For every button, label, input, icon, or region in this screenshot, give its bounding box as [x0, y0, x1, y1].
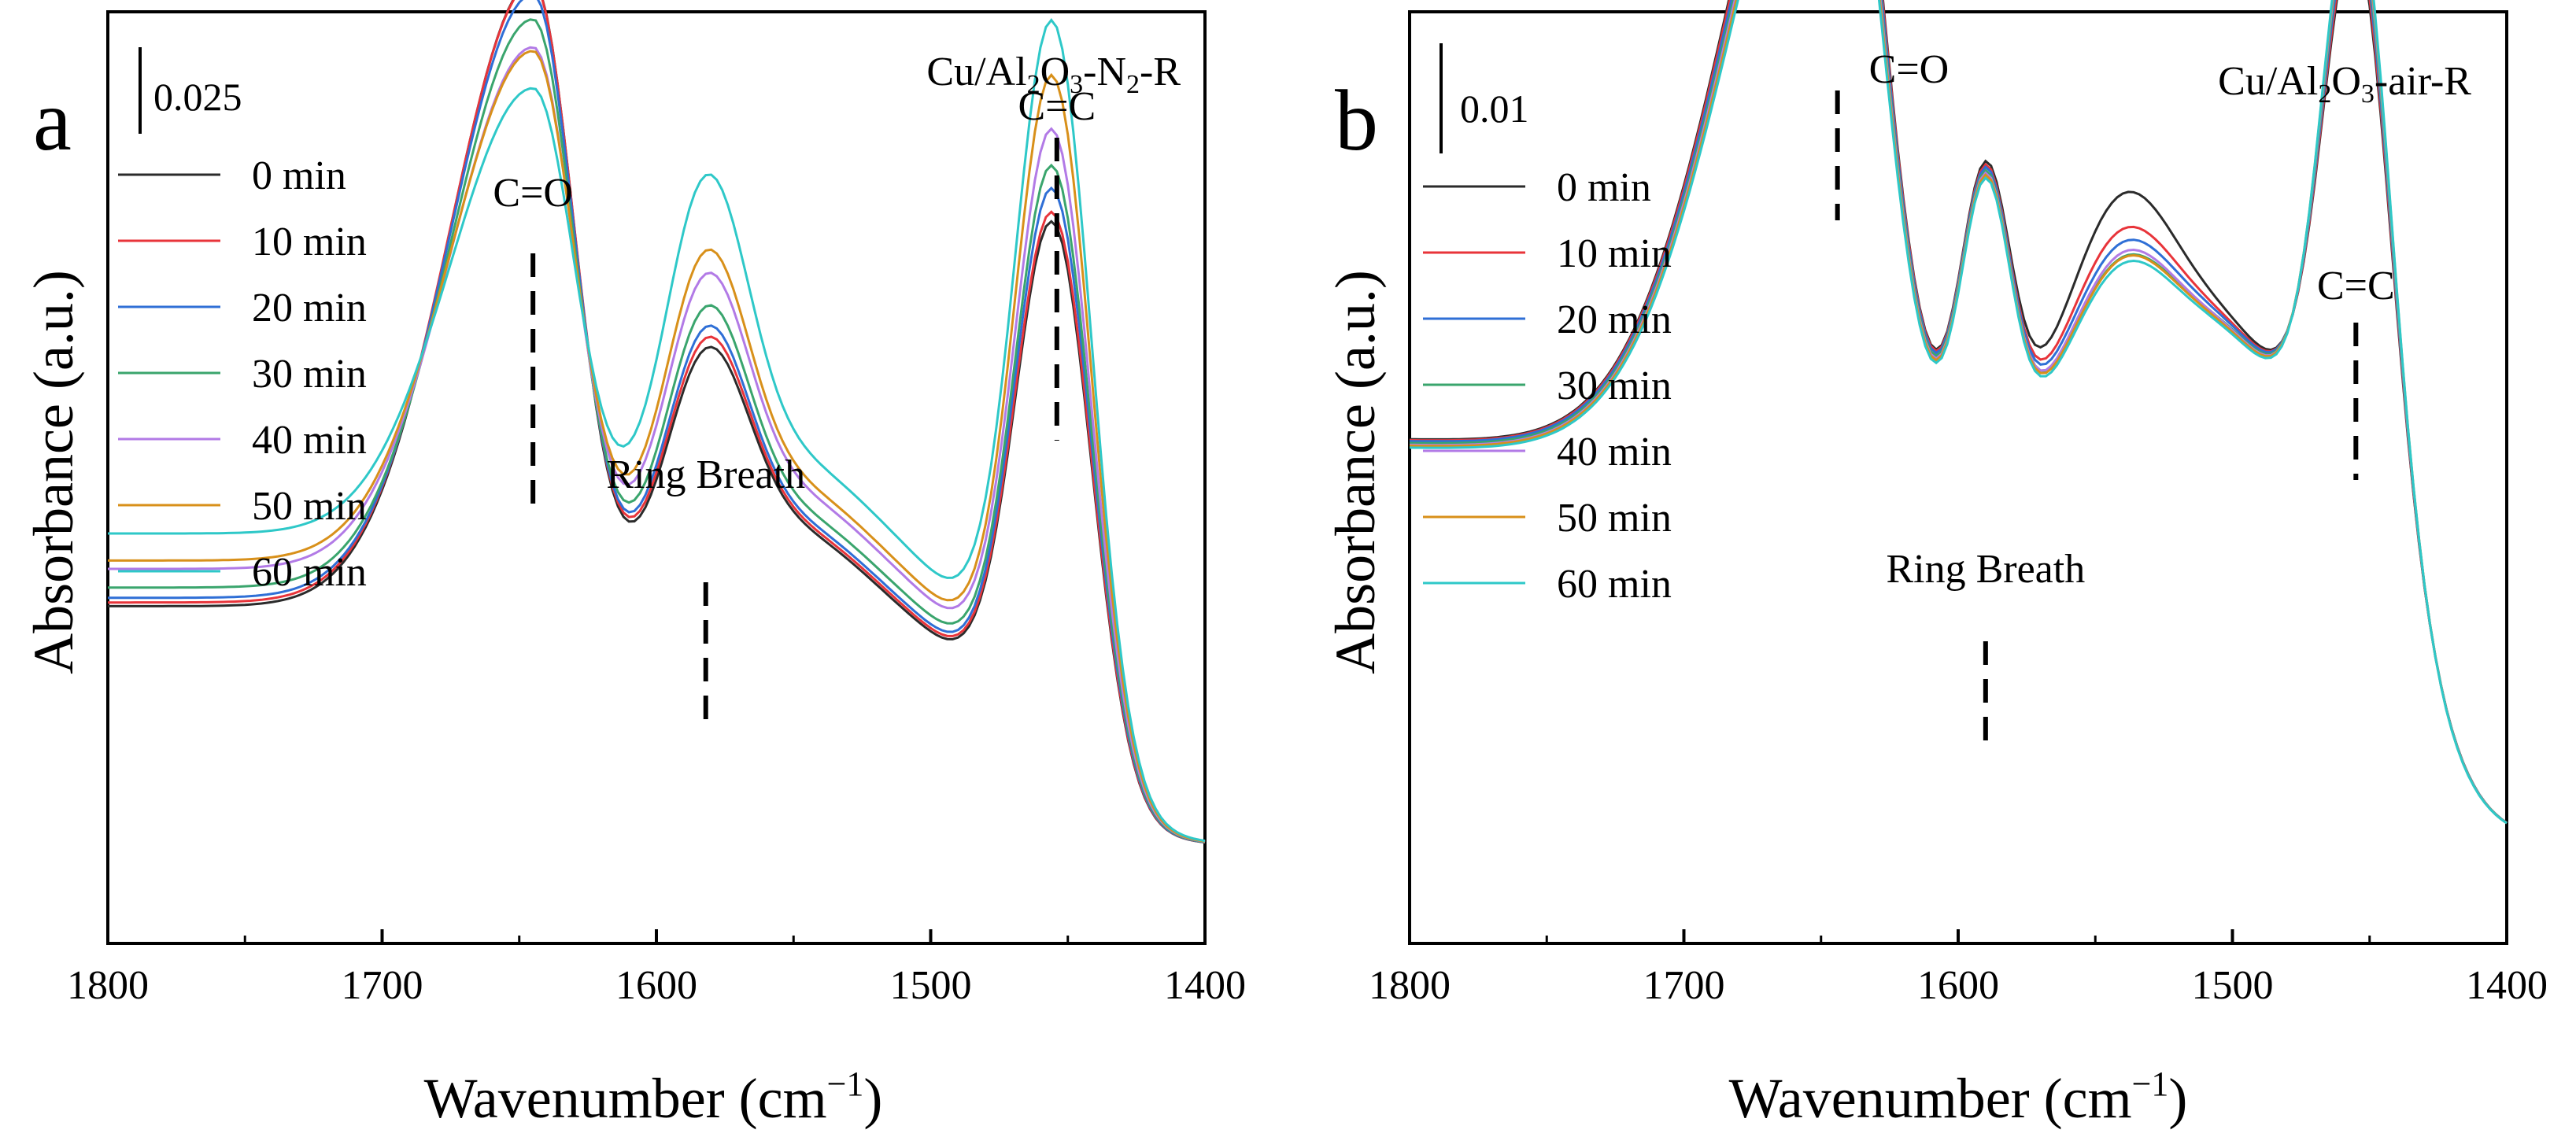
series-group-a [108, 0, 1206, 844]
legend-label-50-min: 50 min [1557, 496, 1672, 541]
series-line-40-min [108, 46, 1206, 843]
x-tick-label: 1600 [1917, 963, 1999, 1008]
panel-label-b: b [1335, 72, 1378, 168]
panel-label-a: a [33, 72, 72, 168]
legend-label-60-min: 60 min [252, 550, 367, 595]
x-tick-label: 1400 [1164, 963, 1246, 1008]
legend-label-30-min: 30 min [1557, 364, 1672, 408]
annotation-c-o: C=O [493, 171, 573, 216]
legend-label-10-min: 10 min [252, 220, 367, 264]
annotation-ring-breath: Ring Breath [1886, 547, 2085, 592]
series-line-10-min [108, 0, 1206, 843]
legend-label-30-min: 30 min [252, 352, 367, 397]
x-tick-label: 1700 [1643, 963, 1725, 1008]
legend-label-20-min: 20 min [252, 286, 367, 330]
series-group-b [1409, 0, 2508, 825]
panel-a: 1800 1700 1600 1500 1400 0 min 10 min 20 min 30… [22, 0, 1246, 1130]
series-line-50-min [108, 50, 1206, 843]
legend-label-50-min: 50 min [252, 484, 367, 529]
series-line-20-min [108, 0, 1206, 843]
series-line-60-min [108, 18, 1206, 843]
ticks-a: 1800 1700 1600 1500 1400 [67, 929, 1246, 1008]
legend-label-60-min: 60 min [1557, 562, 1672, 607]
scale-bar-label-b: 0.01 [1460, 87, 1529, 131]
series-line-60-min [1409, 0, 2508, 825]
annotations-b: C=O Ring Breath C=C [1835, 47, 2395, 747]
ticks-b: 1800 1700 1600 1500 1400 [1369, 929, 2548, 1008]
annotation-ring-breath: Ring Breath [606, 452, 805, 497]
chart-title-b: Cu/Al2O3-air-R [2218, 59, 2471, 109]
legend-label-40-min: 40 min [1557, 430, 1672, 474]
x-axis-label-a: Wavenumber (cm−1) [424, 1065, 883, 1130]
x-tick-label: 1400 [2466, 963, 2548, 1008]
annotation-c-o: C=O [1869, 47, 1950, 92]
legend-a: 0 min 10 min 20 min 30 min 40 min 50 min 60 mi… [118, 153, 367, 595]
y-axis-label-a: Absorbance (a.u.) [22, 270, 85, 674]
legend-label-20-min: 20 min [1557, 297, 1672, 342]
plot-frame-b [1408, 10, 2508, 945]
x-tick-label: 1500 [890, 963, 972, 1008]
annotation-c-c: C=C [2317, 264, 2395, 308]
legend-label-0-min: 0 min [1557, 165, 1651, 210]
series-line-30-min [108, 18, 1206, 843]
x-tick-label: 1500 [2192, 963, 2274, 1008]
x-tick-label: 1700 [342, 963, 423, 1008]
annotation-c-c: C=C [1018, 84, 1096, 129]
series-line-10-min [1409, 0, 2508, 824]
y-axis-label-b: Absorbance (a.u.) [1324, 270, 1387, 674]
x-tick-label: 1600 [615, 963, 697, 1008]
annotations-a: C=O Ring Breath C=C [493, 84, 1096, 732]
scale-bar-label-a: 0.025 [153, 75, 242, 119]
x-tick-label: 1800 [67, 963, 149, 1008]
x-axis-label-b: Wavenumber (cm−1) [1729, 1065, 2188, 1130]
legend-b: 0 min 10 min 20 min 30 min 40 min 50 min 60 mi… [1423, 165, 1672, 607]
legend-label-10-min: 10 min [1557, 231, 1672, 276]
legend-label-0-min: 0 min [252, 153, 346, 198]
legend-label-40-min: 40 min [252, 418, 367, 463]
x-tick-label: 1800 [1369, 963, 1451, 1008]
chart-title-a: Cu/Al2O3-N2-R [926, 50, 1181, 99]
panel-b: 1800 1700 1600 1500 1400 0 min 10 min 20 min 30… [1324, 0, 2548, 1130]
